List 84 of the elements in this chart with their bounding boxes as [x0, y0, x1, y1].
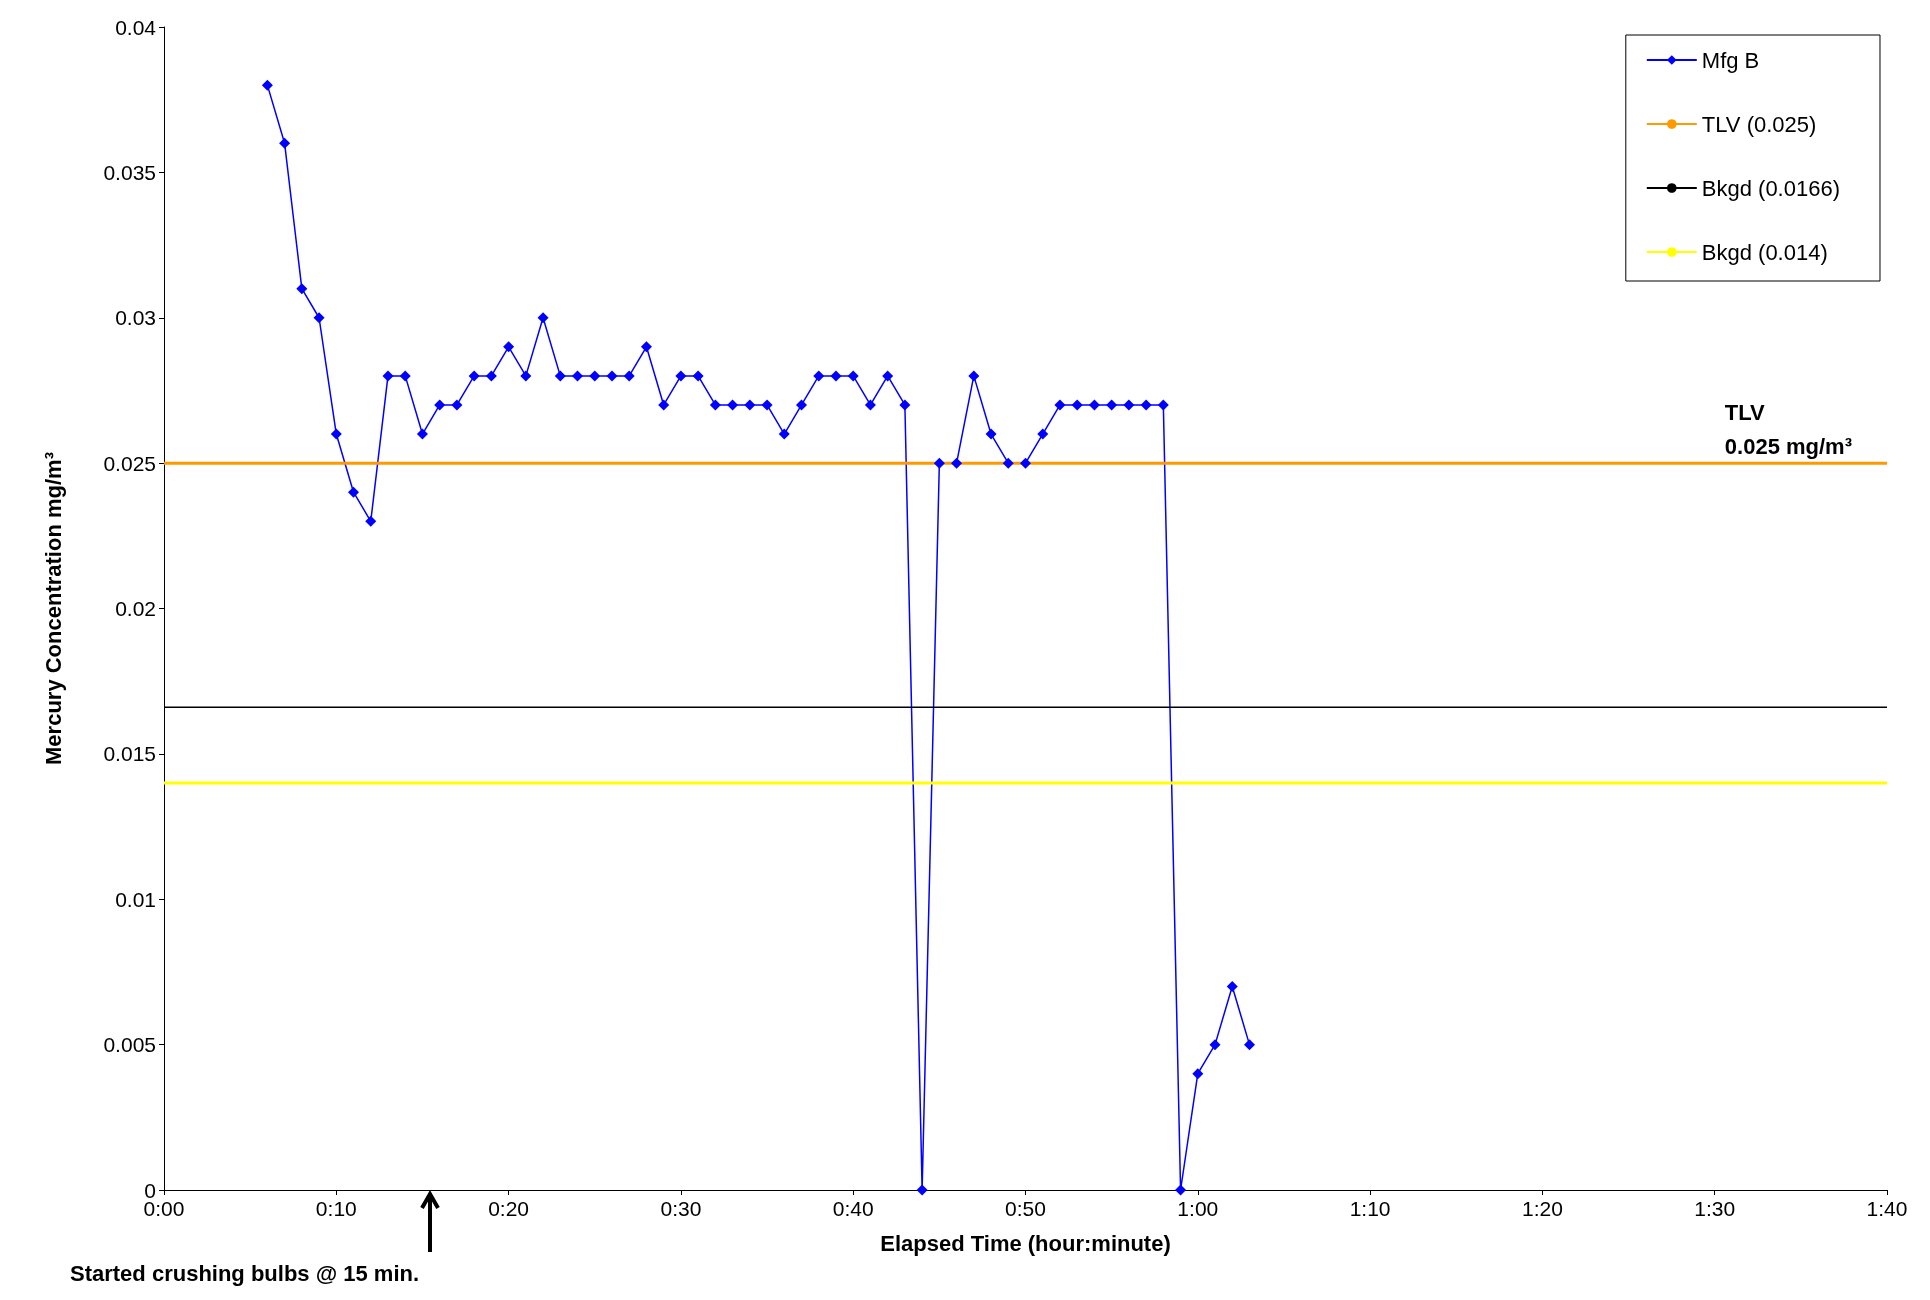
point — [864, 399, 876, 411]
point — [485, 370, 497, 382]
point — [658, 399, 670, 411]
point — [279, 137, 291, 149]
annotation: TLV 0.025 mg/m³ — [1724, 399, 1853, 459]
x-tick-label: 1:00 — [1177, 1197, 1219, 1220]
y-tick-label: 0.03 — [115, 306, 156, 330]
point — [1020, 457, 1031, 469]
point — [1192, 1068, 1204, 1080]
point — [675, 370, 687, 382]
point — [520, 370, 532, 382]
x-tick-label: 0:20 — [488, 1197, 530, 1220]
point — [916, 1184, 928, 1196]
point — [951, 457, 963, 469]
point — [744, 399, 756, 411]
point — [1157, 399, 1169, 411]
y-tick-label: 0.035 — [103, 160, 156, 184]
y-tick-label: 0.04 — [115, 15, 157, 39]
point — [899, 399, 911, 411]
point — [434, 399, 446, 411]
x-tick-label: 1:40 — [1866, 1197, 1908, 1220]
point — [313, 312, 325, 324]
y-tick-label: 0.005 — [103, 1033, 156, 1057]
x-tick-label: 1:20 — [1521, 1197, 1563, 1220]
legend-label: Bkgd (0.0166) — [1701, 175, 1840, 201]
point — [778, 428, 790, 440]
point — [1123, 399, 1135, 411]
point — [382, 370, 394, 382]
point — [709, 399, 721, 411]
y-axis-title: Mercury Concentration mg/m³ — [40, 452, 66, 765]
point — [1106, 399, 1118, 411]
point — [623, 370, 635, 382]
point — [933, 457, 945, 469]
x-tick-label: 0:10 — [315, 1197, 357, 1220]
point — [882, 370, 894, 382]
point — [1054, 399, 1066, 411]
point — [1002, 457, 1014, 469]
point — [1071, 399, 1083, 411]
text: Started crushing bulbs @ 15 min. — [70, 1260, 420, 1286]
legend-label: Mfg B — [1701, 47, 1760, 73]
point — [451, 399, 463, 411]
point — [727, 399, 739, 411]
y-tick-label: 0.02 — [115, 597, 156, 620]
x-tick-label: 0:40 — [832, 1197, 874, 1220]
y-tick-label: 0.01 — [115, 887, 156, 911]
point — [761, 399, 773, 411]
x-tick-label: 1:10 — [1349, 1197, 1391, 1220]
point — [468, 370, 480, 382]
point — [813, 370, 825, 382]
point — [1140, 399, 1152, 411]
x-tick-label: 0:30 — [660, 1197, 702, 1220]
point — [365, 515, 377, 527]
point — [503, 341, 515, 353]
point — [554, 370, 566, 382]
point — [985, 428, 997, 440]
legend-label: TLV (0.025) — [1701, 111, 1817, 137]
point — [692, 370, 704, 382]
point — [640, 341, 652, 353]
point — [830, 370, 842, 382]
point — [261, 79, 273, 91]
point — [968, 370, 980, 382]
point — [1037, 428, 1049, 440]
x-tick-label: 0:50 — [1005, 1197, 1046, 1220]
point — [1175, 1184, 1187, 1196]
point — [606, 370, 618, 382]
point — [572, 370, 584, 382]
point — [1088, 399, 1100, 411]
point — [416, 428, 428, 440]
point — [847, 370, 859, 382]
point — [348, 486, 360, 498]
point — [796, 399, 808, 411]
point — [296, 283, 308, 295]
point — [330, 428, 342, 440]
legend-label: Bkgd (0.014) — [1701, 239, 1828, 265]
y-tick-label: 0.025 — [103, 451, 156, 475]
point — [537, 312, 549, 324]
x-tick-label: 1:30 — [1694, 1197, 1736, 1220]
point — [1226, 980, 1238, 992]
x-axis-title: Elapsed Time (hour:minute) — [880, 1230, 1171, 1256]
y-tick-label: 0.015 — [103, 742, 156, 766]
point — [589, 370, 601, 382]
point — [399, 370, 411, 382]
point — [1243, 1039, 1255, 1051]
point — [1209, 1039, 1221, 1051]
